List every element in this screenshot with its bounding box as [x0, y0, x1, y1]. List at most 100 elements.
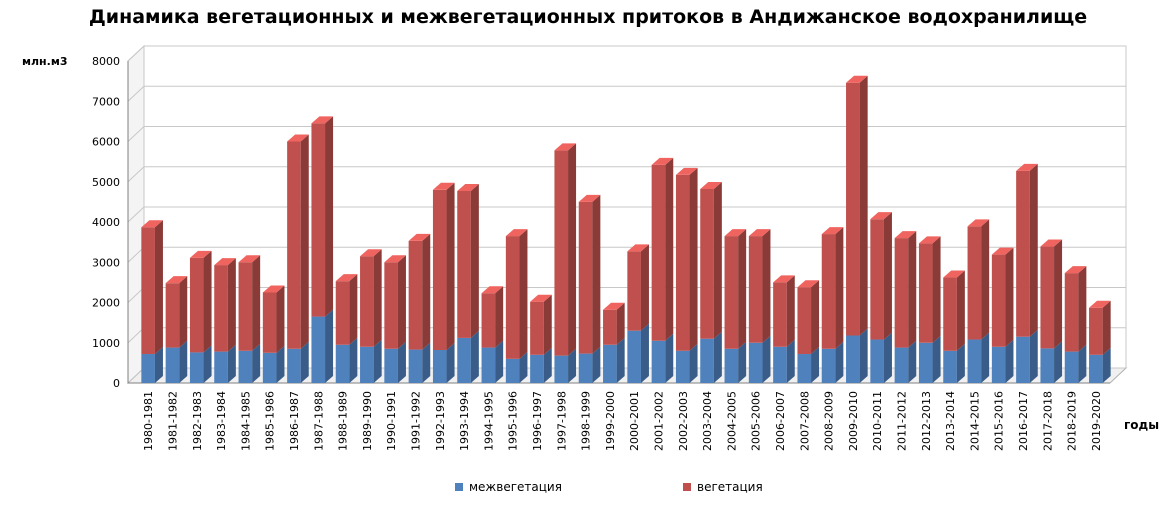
bar-mezhvegetation-2007-2008 [797, 354, 812, 383]
bar-vegetation-2010-2011 [870, 219, 884, 340]
bar-mezhvegetation-2003-2004 [700, 338, 714, 383]
gridline-side [127, 85, 145, 102]
x-tick-label: 1994-1995 [482, 391, 495, 451]
bar-mezhvegetation-2010-2011 [870, 339, 884, 383]
bar-side-mezhvegetation-1984-1985 [252, 343, 261, 383]
x-tick-label: 1996-1997 [531, 391, 544, 451]
bar-top-vegetation-1992-1993 [432, 182, 455, 190]
bar-top-vegetation-1991-1992 [408, 233, 431, 241]
bar-side-vegetation-1995-1996 [519, 229, 528, 359]
bar-top-vegetation-1980-1981 [141, 220, 163, 228]
bar-mezhvegetation-1996-1997 [530, 354, 544, 383]
bar-side-mezhvegetation-2001-2002 [665, 333, 674, 383]
x-tick-label: 2002-2003 [677, 391, 690, 451]
bar-side-vegetation-1993-1994 [470, 184, 479, 338]
bar-vegetation-2009-2010 [846, 82, 860, 336]
bar-side-vegetation-1991-1992 [422, 233, 431, 350]
bar-top-vegetation-2011-2012 [894, 231, 917, 239]
bar-side-vegetation-1994-1995 [495, 286, 504, 348]
bar-mezhvegetation-1993-1994 [457, 337, 471, 383]
bar-mezhvegetation-1981-1982 [165, 347, 180, 383]
bar-top-vegetation-2004-2005 [724, 229, 747, 237]
bar-side-vegetation-1990-1991 [397, 255, 406, 349]
bar-mezhvegetation-2004-2005 [724, 348, 739, 383]
bar-mezhvegetation-1995-1996 [505, 358, 520, 383]
bar-mezhvegetation-2011-2012 [894, 347, 909, 383]
bar-top-vegetation-1982-1983 [189, 250, 212, 258]
bar-vegetation-1997-1998 [554, 150, 569, 356]
bar-top-vegetation-2013-2014 [943, 270, 965, 278]
bar-mezhvegetation-2009-2010 [846, 335, 860, 383]
legend-label-vegetation: вегетация [697, 480, 763, 494]
bar-mezhvegetation-2005-2006 [748, 342, 763, 383]
bar-side-vegetation-2011-2012 [908, 231, 917, 348]
x-tick-label: 1995-1996 [507, 391, 520, 451]
bar-side-mezhvegetation-2017-2018 [1054, 341, 1063, 383]
bar-side-mezhvegetation-1980-1981 [154, 347, 163, 383]
bar-top-vegetation-1993-1994 [457, 184, 479, 192]
x-tick-label: 2003-2004 [701, 391, 714, 451]
x-tick-label: 1986-1987 [288, 391, 301, 451]
bar-side-mezhvegetation-1996-1997 [543, 347, 552, 383]
bar-top-vegetation-2012-2013 [918, 236, 941, 244]
bar-side-mezhvegetation-2002-2003 [689, 343, 698, 383]
bar-side-mezhvegetation-2019-2020 [1102, 347, 1111, 383]
bar-side-mezhvegetation-1988-1989 [349, 337, 358, 383]
bar-side-vegetation-2014-2015 [981, 219, 990, 340]
x-tick-label: 2013-2014 [944, 391, 957, 451]
bar-vegetation-1998-1999 [578, 201, 593, 354]
bar-side-vegetation-2001-2002 [665, 157, 674, 341]
bar-top-vegetation-1994-1995 [481, 286, 504, 294]
bar-side-vegetation-2015-2016 [1005, 247, 1014, 347]
bar-mezhvegetation-1988-1989 [335, 344, 350, 383]
x-tick-label: 2004-2005 [725, 391, 738, 451]
bar-mezhvegetation-1983-1984 [214, 351, 228, 383]
bar-mezhvegetation-1990-1991 [384, 348, 398, 383]
bar-side-mezhvegetation-2011-2012 [908, 340, 917, 383]
bar-mezhvegetation-2006-2007 [773, 346, 787, 383]
gridline-side [127, 367, 145, 384]
bar-top-vegetation-2007-2008 [797, 280, 820, 288]
bar-top-vegetation-2000-2001 [627, 244, 649, 252]
bar-side-vegetation-1989-1990 [373, 249, 382, 347]
bar-side-mezhvegetation-2005-2006 [762, 335, 771, 383]
x-tick-label: 2007-2008 [798, 391, 811, 451]
bar-side-vegetation-1983-1984 [227, 258, 236, 352]
y-tick-label: 7000 [92, 95, 120, 108]
bar-top-vegetation-2003-2004 [700, 181, 722, 189]
bar-side-vegetation-1986-1987 [300, 134, 309, 349]
bar-side-mezhvegetation-1999-2000 [616, 337, 625, 383]
bar-side-vegetation-1987-1988 [325, 116, 334, 317]
bar-side-vegetation-2004-2005 [738, 229, 747, 349]
bar-vegetation-2008-2009 [821, 234, 836, 349]
x-tick-label: 2016-2017 [1017, 391, 1030, 451]
bar-side-mezhvegetation-2013-2014 [956, 343, 965, 383]
bar-mezhvegetation-1998-1999 [578, 353, 593, 383]
bar-mezhvegetation-2002-2003 [675, 350, 690, 383]
bar-side-mezhvegetation-2014-2015 [981, 332, 990, 383]
bar-top-vegetation-2014-2015 [967, 219, 990, 227]
bar-mezhvegetation-2018-2019 [1064, 351, 1079, 383]
bar-mezhvegetation-1992-1993 [432, 349, 447, 383]
bar-vegetation-1991-1992 [408, 240, 423, 350]
x-axis-label: годы [1124, 418, 1160, 432]
bar-top-vegetation-1981-1982 [165, 276, 188, 284]
bar-mezhvegetation-1991-1992 [408, 349, 423, 383]
bar-top-vegetation-1997-1998 [554, 143, 577, 151]
bar-side-mezhvegetation-1981-1982 [179, 340, 188, 383]
y-tick-label: 8000 [92, 55, 120, 68]
bar-vegetation-1992-1993 [432, 189, 447, 350]
y-tick-label: 6000 [92, 136, 120, 149]
bar-top-vegetation-1990-1991 [384, 255, 406, 263]
bar-mezhvegetation-2016-2017 [1016, 336, 1030, 383]
bar-side-mezhvegetation-2010-2011 [883, 332, 892, 383]
x-tick-label: 1981-1982 [166, 391, 179, 451]
x-tick-label: 2008-2009 [823, 391, 836, 451]
gridline-side [127, 206, 145, 223]
bar-side-vegetation-2005-2006 [762, 229, 771, 343]
y-tick-label: 3000 [92, 256, 120, 269]
bar-top-vegetation-2001-2002 [651, 157, 674, 165]
bar-side-vegetation-2009-2010 [859, 75, 868, 336]
bar-side-vegetation-1999-2000 [616, 302, 625, 345]
